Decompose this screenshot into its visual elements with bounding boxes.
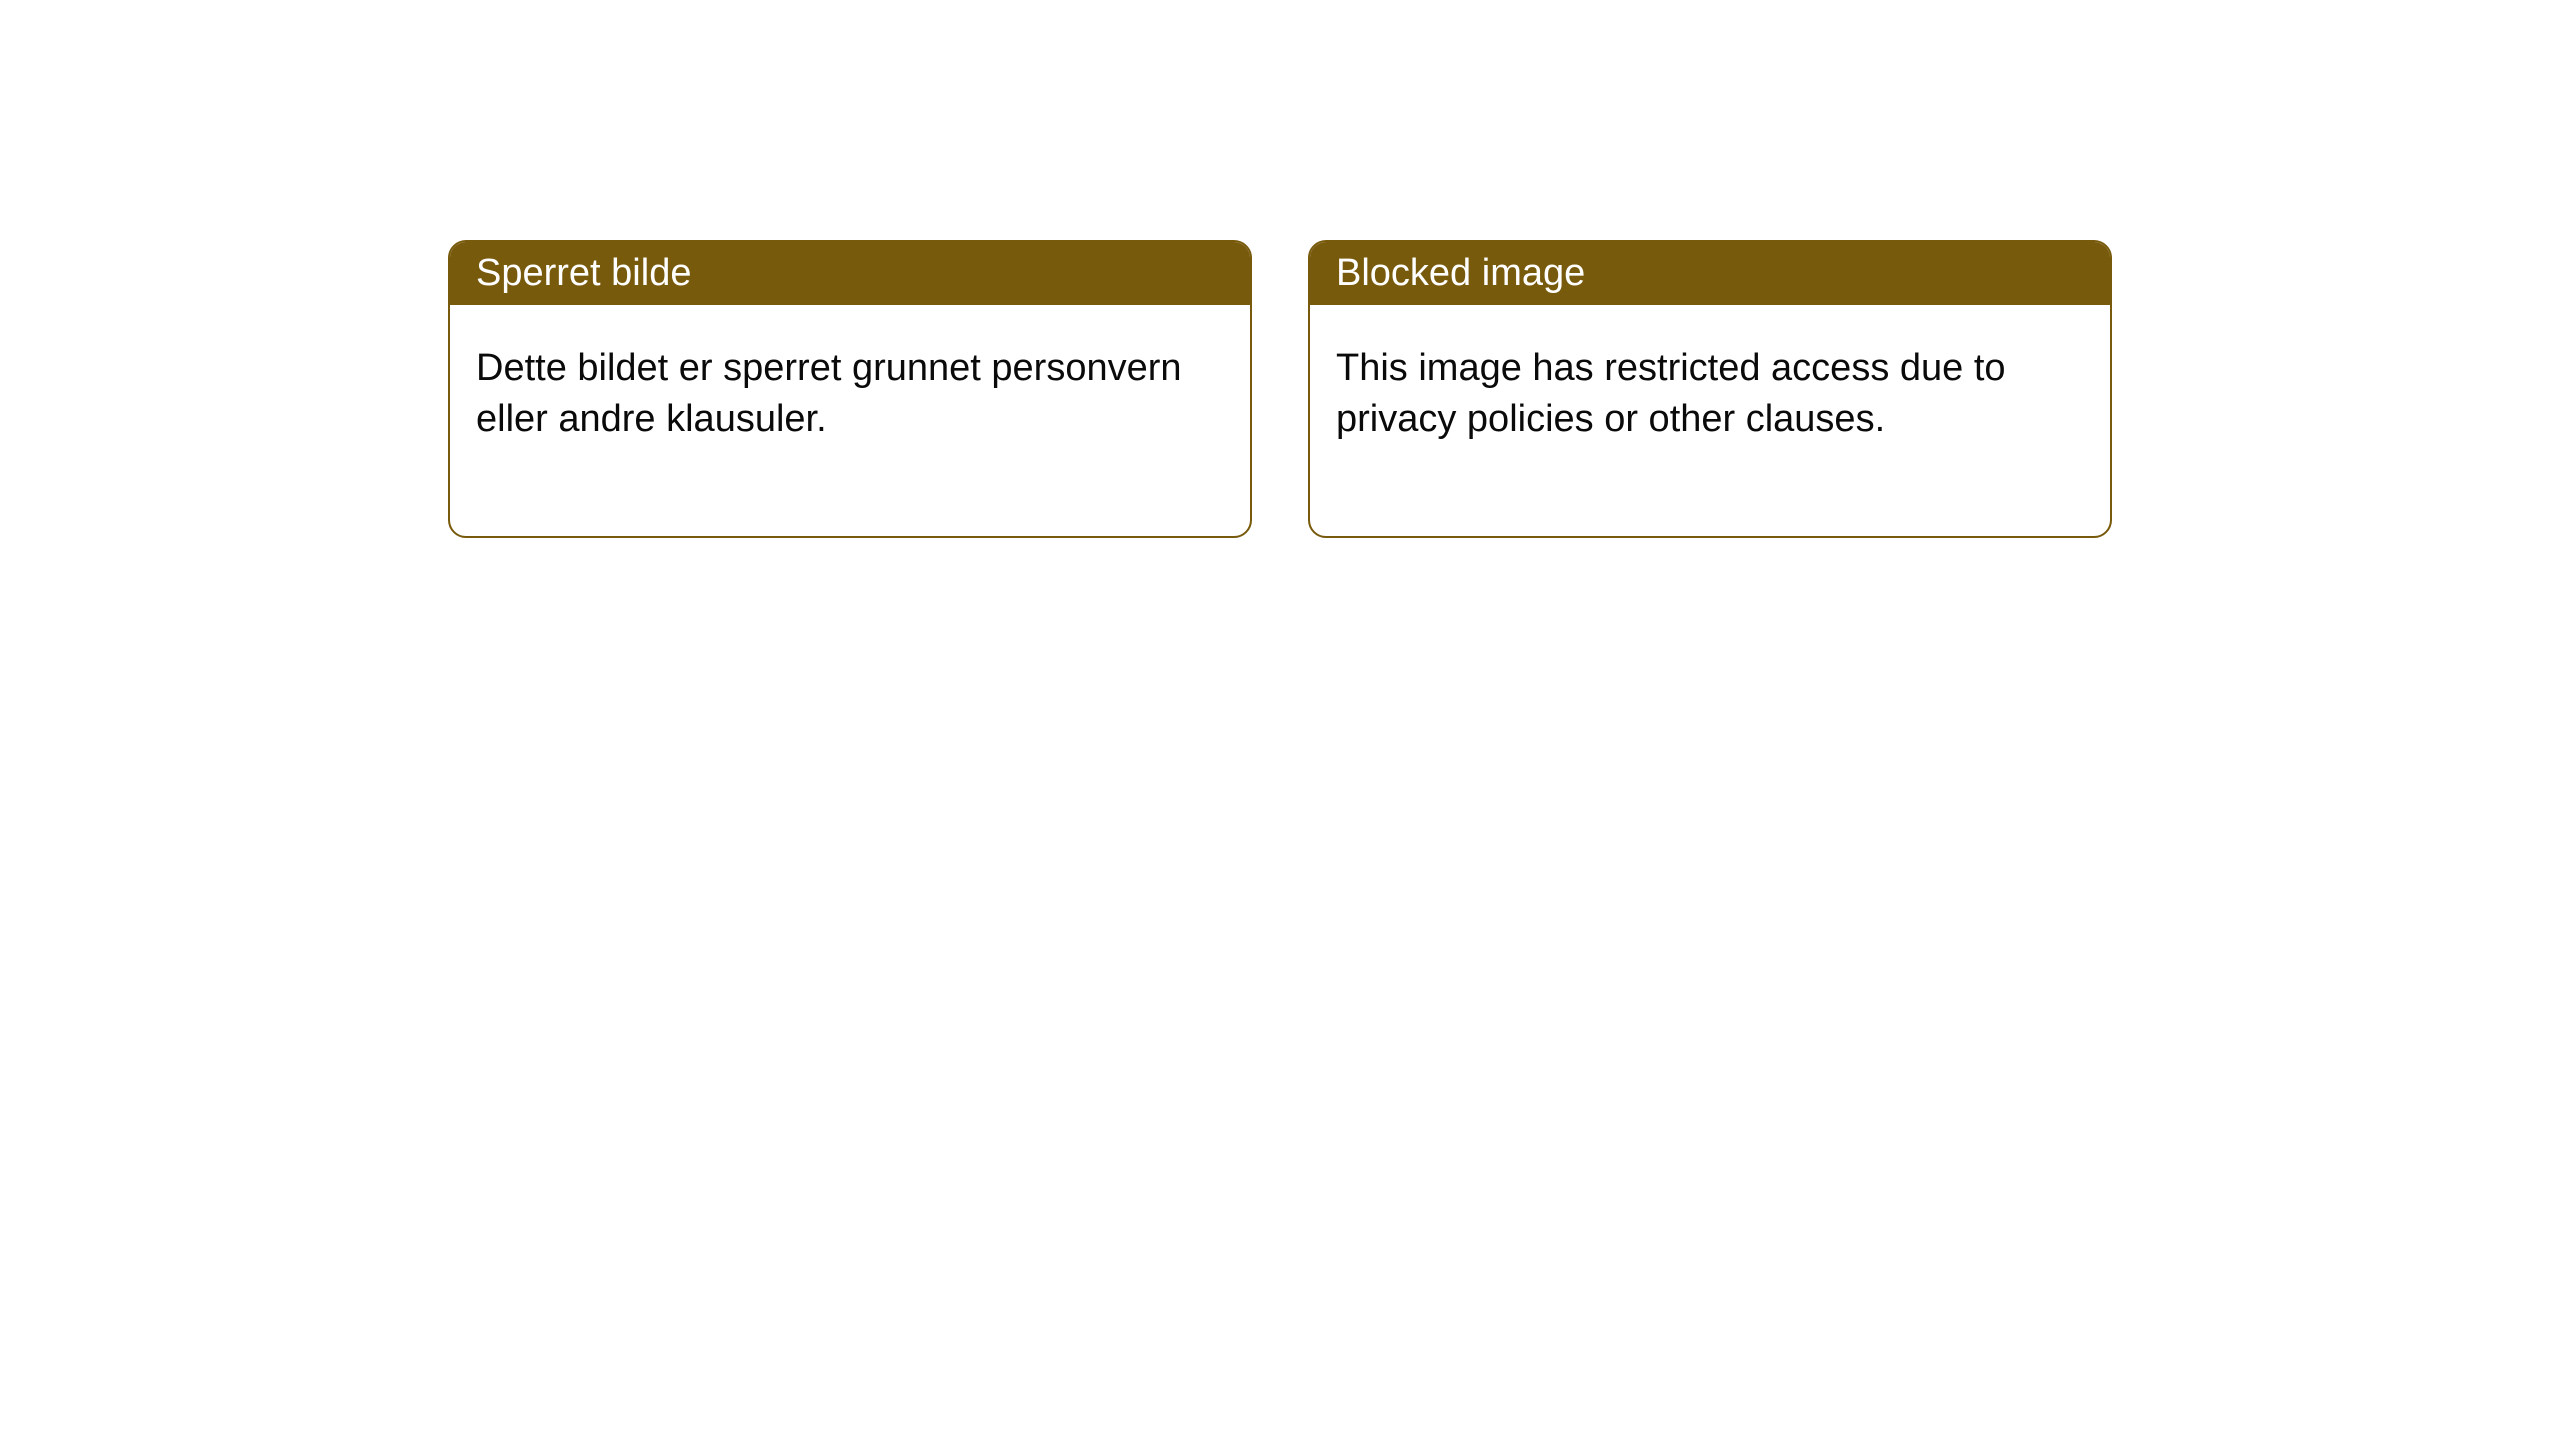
notice-container: Sperret bilde Dette bildet er sperret gr… <box>0 0 2560 538</box>
notice-title: Sperret bilde <box>450 242 1250 305</box>
notice-body: Dette bildet er sperret grunnet personve… <box>450 305 1250 536</box>
notice-card-english: Blocked image This image has restricted … <box>1308 240 2112 538</box>
notice-body: This image has restricted access due to … <box>1310 305 2110 536</box>
notice-title: Blocked image <box>1310 242 2110 305</box>
notice-card-norwegian: Sperret bilde Dette bildet er sperret gr… <box>448 240 1252 538</box>
